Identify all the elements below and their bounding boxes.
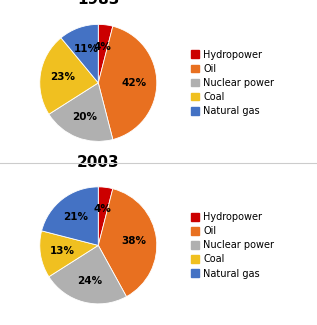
Text: 24%: 24% [77, 276, 102, 285]
Wedge shape [49, 245, 126, 304]
Wedge shape [98, 189, 157, 297]
Legend: Hydropower, Oil, Nuclear power, Coal, Natural gas: Hydropower, Oil, Nuclear power, Coal, Na… [189, 210, 276, 280]
Text: 38%: 38% [122, 236, 147, 246]
Text: 4%: 4% [94, 42, 112, 52]
Wedge shape [61, 24, 98, 83]
Wedge shape [98, 26, 157, 139]
Wedge shape [42, 187, 98, 245]
Legend: Hydropower, Oil, Nuclear power, Coal, Natural gas: Hydropower, Oil, Nuclear power, Coal, Na… [189, 48, 276, 118]
Text: 20%: 20% [72, 111, 97, 122]
Text: 4%: 4% [94, 204, 112, 215]
Text: 21%: 21% [63, 212, 88, 222]
Wedge shape [40, 38, 98, 114]
Wedge shape [98, 187, 113, 245]
Text: 23%: 23% [50, 72, 75, 82]
Text: 42%: 42% [122, 78, 147, 88]
Text: 11%: 11% [74, 44, 99, 54]
Text: 13%: 13% [50, 246, 75, 256]
Wedge shape [49, 83, 113, 141]
Wedge shape [98, 24, 113, 83]
Wedge shape [40, 231, 98, 277]
Title: 2003: 2003 [77, 155, 120, 170]
Title: 1983: 1983 [77, 0, 120, 7]
